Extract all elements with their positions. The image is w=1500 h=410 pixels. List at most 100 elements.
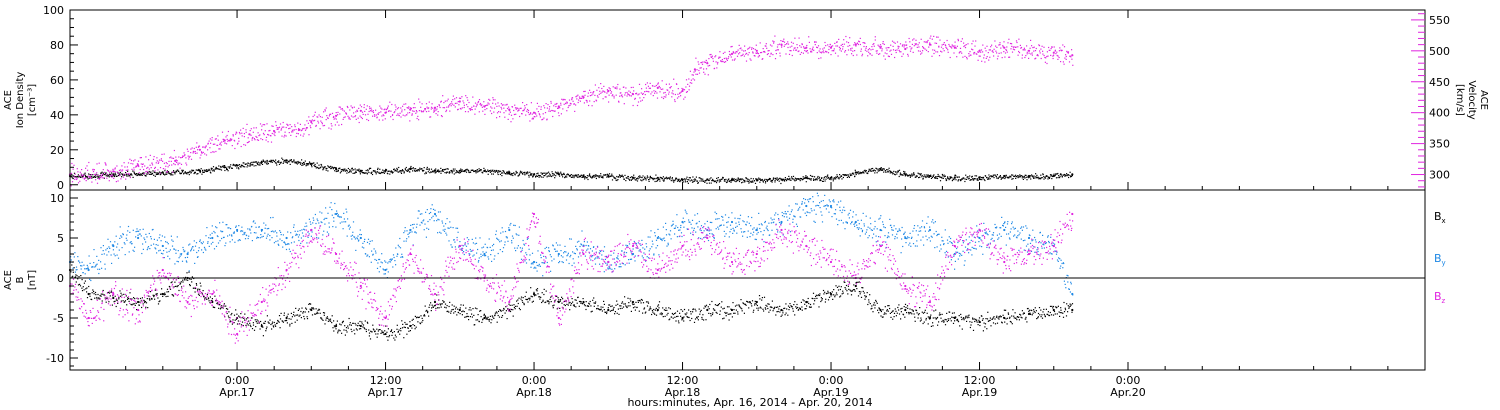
top-series-1-sample xyxy=(85,177,87,179)
top-series-0-sample xyxy=(971,175,973,177)
top-series-0-sample xyxy=(250,162,252,164)
bottom-series-Bx-sample xyxy=(362,326,364,328)
bottom-series-Bx-sample xyxy=(649,308,651,310)
bottom-series-Bx-sample xyxy=(791,306,793,308)
top-series-1-sample xyxy=(229,139,231,141)
top-series-0-sample xyxy=(1019,176,1021,178)
bottom-series-Bx-sample xyxy=(353,329,355,331)
top-series-1-sample xyxy=(250,128,252,130)
top-series-1-sample xyxy=(826,51,828,53)
top-series-0-sample xyxy=(828,178,831,180)
top-series-0-sample xyxy=(210,172,212,174)
top-series-1-anchor-point xyxy=(693,68,697,71)
bottom-series-Bx-sample xyxy=(380,332,382,334)
bottom-series-Bx-sample xyxy=(292,314,295,316)
top-series-0-sample xyxy=(716,177,718,179)
bottom-series-Bx-sample xyxy=(680,309,682,311)
top-series-1-sample xyxy=(219,142,221,144)
top-series-0-sample xyxy=(953,179,955,181)
top-series-1-sample xyxy=(429,116,431,118)
top-series-0-sample xyxy=(522,173,524,175)
top-series-0-sample xyxy=(820,179,822,181)
bottom-series-Bx-sample xyxy=(785,312,787,314)
top-series-0-sample xyxy=(947,177,949,179)
top-series-0-sample xyxy=(219,168,221,171)
top-series-1-sample xyxy=(868,48,871,50)
top-series-0-sample xyxy=(165,172,167,174)
top-series-0-sample xyxy=(954,175,956,177)
top-series-1-sample xyxy=(667,89,669,91)
top-series-1-sample xyxy=(682,88,684,90)
top-series-1-sample xyxy=(463,104,465,106)
top-series-0-sample xyxy=(133,172,135,174)
bottom-series-Bx-sample xyxy=(231,312,233,315)
top-series-1-sample xyxy=(519,107,521,109)
top-series-1-sample xyxy=(748,47,750,49)
bottom-series-Bx-sample xyxy=(589,300,591,303)
bottom-series-Bx-sample xyxy=(715,311,717,313)
top-series-0-sample xyxy=(451,172,453,174)
top-series-0-sample xyxy=(722,177,724,179)
bottom-series-Bx-sample xyxy=(676,315,678,318)
top-series-0-sample xyxy=(290,159,292,161)
top-series-0-sample xyxy=(812,178,815,180)
top-series-1-sample xyxy=(271,132,273,135)
top-series-1-sample xyxy=(688,85,691,87)
top-series-1-sample xyxy=(747,54,749,56)
top-series-1-sample xyxy=(557,107,559,109)
top-series-1-sample xyxy=(886,49,888,51)
top-series-1-sample xyxy=(297,133,299,135)
top-series-1-sample xyxy=(714,56,716,58)
bottom-series-Bx-sample xyxy=(187,279,189,281)
top-series-1-sample xyxy=(272,125,274,127)
top-series-1-sample xyxy=(646,82,648,84)
top-series-0-sample xyxy=(551,171,553,173)
bottom-series-Bx-sample xyxy=(755,303,757,305)
top-series-1-sample xyxy=(396,108,399,110)
top-series-1-sample xyxy=(317,122,320,124)
top-series-0-sample xyxy=(120,173,122,175)
top-series-1-sample xyxy=(718,56,720,58)
top-series-0-sample xyxy=(102,174,104,176)
top-series-0-sample xyxy=(955,179,957,181)
top-series-1-sample xyxy=(461,96,463,98)
top-series-0-sample xyxy=(138,173,140,175)
top-series-0-sample xyxy=(807,177,809,179)
top-series-1-sample xyxy=(628,94,630,96)
bottom-series-Bx-sample xyxy=(740,299,742,301)
top-series-1-sample xyxy=(645,87,647,89)
top-series-1-sample xyxy=(844,51,846,53)
bottom-series-Bx-sample xyxy=(583,302,585,304)
top-series-0-sample xyxy=(526,173,528,175)
top-series-1-sample xyxy=(569,102,571,104)
top-series-1-sample xyxy=(779,52,781,54)
top-series-0-sample xyxy=(853,173,855,175)
top-series-0-sample xyxy=(383,172,385,174)
bottom-series-Bx-sample xyxy=(471,316,473,318)
top-series-1-sample xyxy=(971,43,973,45)
bottom-series-Bx-sample xyxy=(153,296,155,298)
top-series-0-sample xyxy=(442,169,444,171)
top-series-1-sample xyxy=(200,154,202,156)
top-series-1-sample xyxy=(344,116,346,118)
top-series-1-sample xyxy=(190,152,192,154)
top-series-0-sample xyxy=(917,172,919,174)
top-series-0-sample xyxy=(576,176,578,178)
top-series-1-sample xyxy=(402,114,404,116)
top-series-1-sample xyxy=(336,121,338,123)
bottom-series-Bx-sample xyxy=(402,323,404,325)
bottom-series-Bx-sample xyxy=(503,307,505,310)
top-series-1-sample xyxy=(221,131,224,133)
top-series-1-sample xyxy=(576,98,578,100)
bottom-series-Bx-sample xyxy=(404,321,406,324)
bottom-series-Bx-sample xyxy=(568,302,570,304)
top-series-0-sample xyxy=(369,167,371,169)
top-series-1-sample xyxy=(934,42,936,44)
top-series-1-sample xyxy=(795,49,797,51)
top-series-0-sample xyxy=(157,172,159,174)
top-series-1-sample xyxy=(431,103,433,105)
top-series-0-sample xyxy=(943,174,945,176)
top-series-1-sample xyxy=(132,163,134,165)
bottom-series-Bx-sample xyxy=(238,315,240,317)
top-series-0-sample xyxy=(836,175,839,178)
